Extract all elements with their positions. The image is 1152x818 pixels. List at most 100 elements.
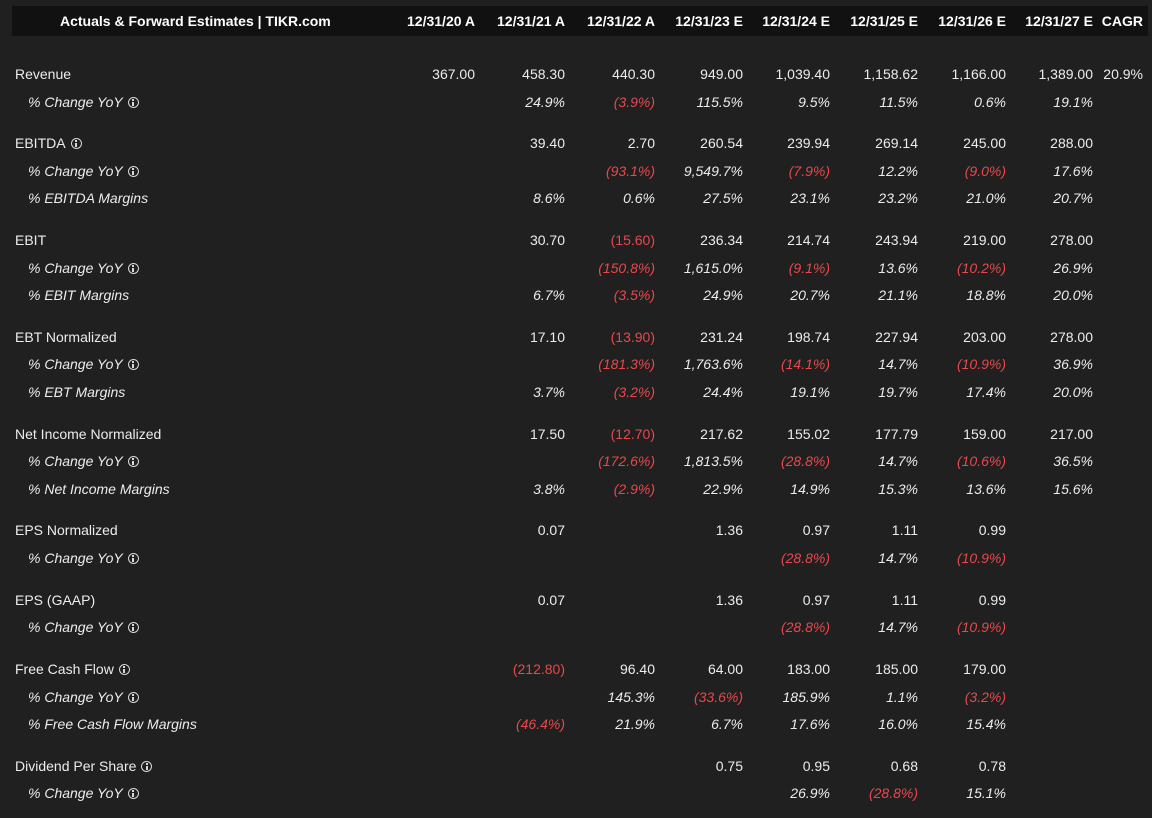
- metric-row: EPS (GAAP) 0.07 1.36 0.97 1.11 0.99: [0, 590, 1152, 610]
- value-cell: 0.6%: [974, 94, 1006, 110]
- row-label-text: Dividend Per Share: [15, 758, 137, 774]
- value-cell: 260.54: [700, 135, 743, 151]
- metric-sub-row: % EBITDA Margins 8.6% 0.6% 27.5% 23.1% 23.2% 2…: [0, 188, 1152, 208]
- value-cell: 39.40: [529, 135, 565, 151]
- value-cell: 0.68: [890, 758, 918, 774]
- row-label-text: EPS Normalized: [15, 522, 118, 538]
- info-circle-icon[interactable]: [127, 166, 139, 177]
- value-cell: (9.0%): [964, 163, 1006, 179]
- value-cell: (46.4%): [515, 716, 565, 732]
- value-cell: (150.8%): [598, 260, 655, 276]
- value-cell: 15.1%: [966, 785, 1006, 801]
- value-cell: 26.9%: [790, 785, 830, 801]
- value-cell: 26.9%: [1053, 260, 1093, 276]
- value-cell: 219.00: [963, 232, 1006, 248]
- value-cell: (12.70): [610, 426, 655, 442]
- metric-sub-row: % Change YoY (181.3%) 1,763.6% (14.1%) 14.7%…: [0, 354, 1152, 374]
- info-circle-icon[interactable]: [127, 692, 139, 703]
- metric-sub-row: % Free Cash Flow Margins (46.4%) 21.9% 6.7%…: [0, 714, 1152, 734]
- row-label-text: % EBT Margins: [28, 384, 126, 400]
- value-cell: 1,763.6%: [683, 356, 743, 372]
- metric-row: EBIT 30.70 (15.60) 236.34 214.74 243.94 219.00…: [0, 230, 1152, 250]
- row-label: Net Income Normalized: [15, 424, 161, 444]
- metric-sub-row: % Net Income Margins 3.8% (2.9%) 22.9% 14.9%…: [0, 479, 1152, 499]
- row-label: % Change YoY: [28, 617, 139, 637]
- value-cell: 1.11: [891, 592, 918, 608]
- value-cell: 1.36: [715, 592, 743, 608]
- metric-row: Revenue 367.00 458.30 440.30 949.00 1,039.40 1…: [0, 64, 1152, 84]
- value-cell: 269.14: [875, 135, 918, 151]
- row-label-text: % Net Income Margins: [28, 481, 170, 497]
- info-circle-icon[interactable]: [127, 553, 139, 564]
- row-label: % Change YoY: [28, 687, 139, 707]
- value-cell: (172.6%): [598, 453, 655, 469]
- value-cell: 14.7%: [878, 453, 918, 469]
- info-circle-icon[interactable]: [141, 761, 153, 772]
- value-cell: 0.99: [978, 522, 1006, 538]
- row-label: EPS Normalized: [15, 520, 118, 540]
- value-cell: (15.60): [610, 232, 655, 248]
- row-label-text: % EBIT Margins: [28, 287, 130, 303]
- metric-sub-row: % Change YoY (28.8%) 14.7% (10.9%): [0, 617, 1152, 637]
- value-cell: 155.02: [787, 426, 830, 442]
- value-cell: 0.97: [802, 592, 830, 608]
- info-circle-icon[interactable]: [127, 788, 139, 799]
- column-header[interactable]: 12/31/24 E: [762, 13, 830, 29]
- row-label-text: Free Cash Flow: [15, 661, 114, 677]
- value-cell: 18.8%: [966, 287, 1006, 303]
- info-circle-icon[interactable]: [127, 456, 139, 467]
- value-cell: 1,615.0%: [683, 260, 743, 276]
- value-cell: 21.0%: [966, 190, 1006, 206]
- value-cell: 20.7%: [790, 287, 830, 303]
- column-header[interactable]: 12/31/23 E: [675, 13, 743, 29]
- value-cell: 179.00: [963, 661, 1006, 677]
- value-cell: 231.24: [700, 329, 743, 345]
- metric-sub-row: % Change YoY (150.8%) 1,615.0% (9.1%) 13.6% (…: [0, 258, 1152, 278]
- value-cell: 1,389.00: [1038, 66, 1094, 82]
- value-cell: (93.1%): [605, 163, 655, 179]
- column-header[interactable]: 12/31/22 A: [587, 13, 655, 29]
- value-cell: 30.70: [529, 232, 565, 248]
- info-circle-icon[interactable]: [70, 138, 82, 149]
- value-cell: 217.62: [700, 426, 743, 442]
- value-cell: 17.6%: [1053, 163, 1093, 179]
- row-label: EBIT: [15, 230, 46, 250]
- row-label-text: % Free Cash Flow Margins: [28, 716, 197, 732]
- column-header[interactable]: 12/31/27 E: [1025, 13, 1093, 29]
- info-circle-icon[interactable]: [127, 622, 139, 633]
- value-cell: 6.7%: [711, 716, 743, 732]
- value-cell: 17.6%: [790, 716, 830, 732]
- value-cell: 1,158.62: [863, 66, 919, 82]
- column-header[interactable]: 12/31/21 A: [497, 13, 565, 29]
- info-circle-icon[interactable]: [127, 359, 139, 370]
- value-cell: (212.80): [512, 661, 565, 677]
- value-cell: 17.4%: [966, 384, 1006, 400]
- info-circle-icon[interactable]: [118, 664, 130, 675]
- value-cell: 6.7%: [533, 287, 565, 303]
- value-cell: (3.2%): [613, 384, 655, 400]
- value-cell: 0.75: [715, 758, 743, 774]
- value-cell: 243.94: [875, 232, 918, 248]
- column-header[interactable]: CAGR: [1101, 13, 1143, 29]
- value-cell: 13.6%: [878, 260, 918, 276]
- value-cell: (10.6%): [956, 453, 1006, 469]
- column-header[interactable]: 12/31/20 A: [407, 13, 475, 29]
- value-cell: (28.8%): [868, 785, 918, 801]
- value-cell: 367.00: [432, 66, 475, 82]
- value-cell: 14.7%: [878, 619, 918, 635]
- value-cell: 20.0%: [1053, 384, 1093, 400]
- value-cell: 236.34: [700, 232, 743, 248]
- value-cell: 14.7%: [878, 356, 918, 372]
- info-circle-icon[interactable]: [127, 97, 139, 108]
- value-cell: 217.00: [1050, 426, 1093, 442]
- column-header[interactable]: 12/31/26 E: [938, 13, 1006, 29]
- info-circle-icon[interactable]: [127, 263, 139, 274]
- row-label-text: Net Income Normalized: [15, 426, 162, 442]
- column-header[interactable]: 12/31/25 E: [850, 13, 918, 29]
- value-cell: 9,549.7%: [683, 163, 743, 179]
- row-label-text: % Change YoY: [28, 550, 123, 566]
- value-cell: 288.00: [1050, 135, 1093, 151]
- value-cell: 0.6%: [623, 190, 655, 206]
- value-cell: 1,813.5%: [683, 453, 743, 469]
